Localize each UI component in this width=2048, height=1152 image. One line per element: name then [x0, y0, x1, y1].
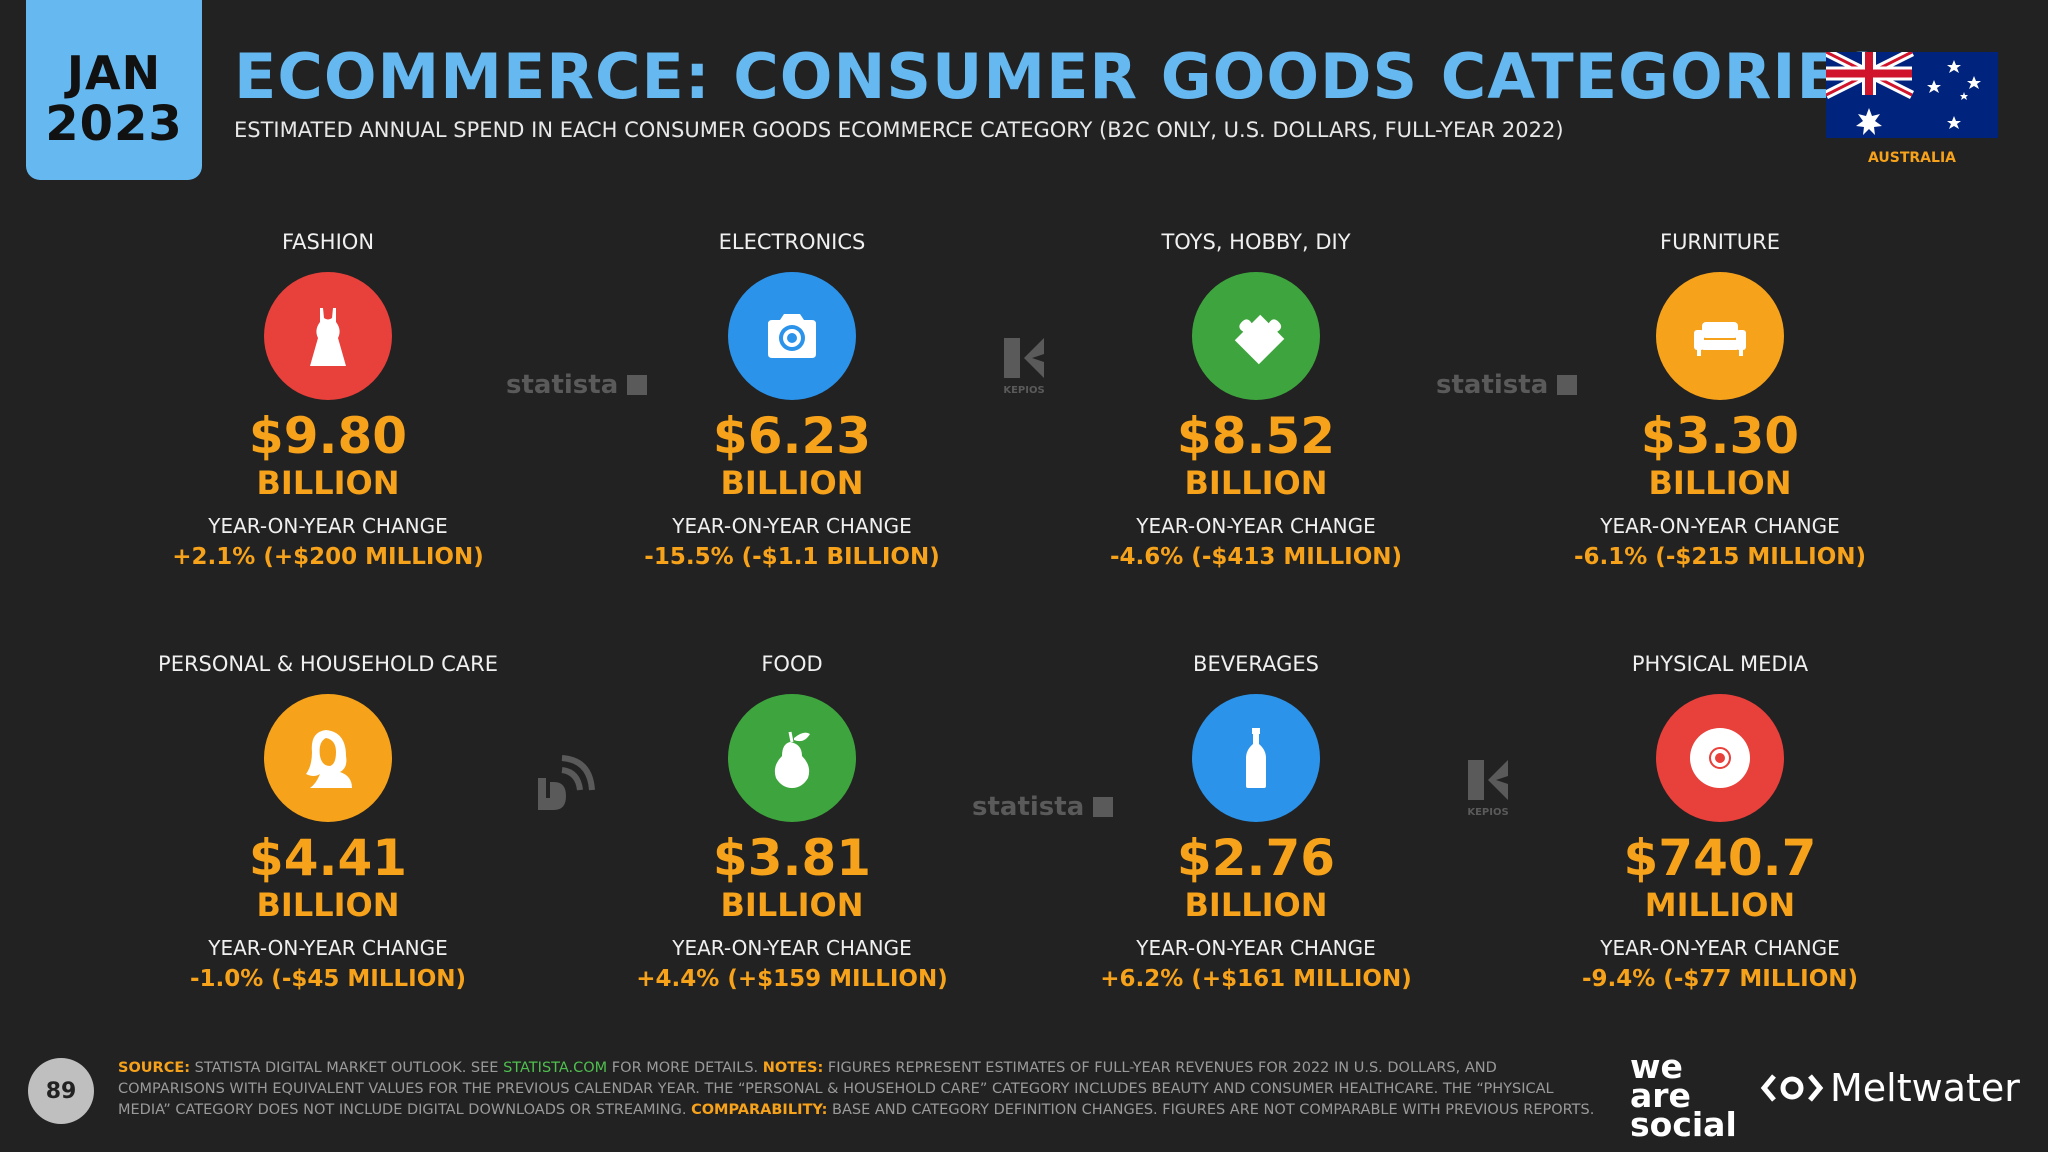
source-text-2: FOR MORE DETAILS.: [607, 1060, 763, 1076]
yoy-label: YEAR-ON-YEAR CHANGE: [1600, 936, 1840, 960]
category-name: PERSONAL & HOUSEHOLD CARE: [158, 652, 498, 676]
kepios-watermark-text: KEPIOS: [1003, 385, 1045, 396]
category-physical-media: PHYSICAL MEDIA $740.7 MILLION YEAR-ON-YE…: [1488, 652, 1952, 992]
category-fashion: FASHION $9.80 BILLION YEAR-ON-YEAR CHANG…: [96, 230, 560, 570]
yoy-label: YEAR-ON-YEAR CHANGE: [1136, 514, 1376, 538]
category-value: $8.52: [1176, 407, 1336, 465]
yoy-change: -1.0% (-$45 MILLION): [189, 966, 467, 992]
category-name: FURNITURE: [1659, 230, 1780, 254]
australia-flag-icon: [1826, 52, 1998, 138]
category-name: ELECTRONICS: [718, 230, 866, 254]
category-value: $6.23: [712, 407, 872, 465]
yoy-label: YEAR-ON-YEAR CHANGE: [672, 936, 912, 960]
source-link[interactable]: STATISTA.COM: [503, 1060, 608, 1076]
kepios-logo-icon: [1468, 760, 1508, 800]
puzzle-icon: [1192, 272, 1320, 400]
yoy-change: +2.1% (+$200 MILLION): [172, 544, 484, 570]
category-unit: BILLION: [256, 886, 400, 924]
date-tab: JAN 2023: [26, 0, 202, 180]
date-month: JAN: [66, 46, 162, 100]
category-unit: BILLION: [256, 464, 400, 502]
comparability-text: BASE AND CATEGORY DEFINITION CHANGES. FI…: [827, 1102, 1595, 1118]
yoy-label: YEAR-ON-YEAR CHANGE: [1600, 514, 1840, 538]
yoy-label: YEAR-ON-YEAR CHANGE: [208, 514, 448, 538]
country-label: AUSTRALIA: [1868, 150, 1956, 166]
category-name: FASHION: [281, 230, 375, 254]
kepios-watermark: KEPIOS: [1462, 756, 1514, 818]
category-unit: BILLION: [720, 886, 864, 924]
category-unit: BILLION: [1648, 464, 1792, 502]
woman-icon: [264, 694, 392, 822]
category-value: $2.76: [1176, 829, 1336, 887]
statista-watermark-text: statista: [972, 792, 1085, 822]
we-are-social-logo: we are social: [1630, 1047, 1737, 1144]
footer-notes: SOURCE: STATISTA DIGITAL MARKET OUTLOOK.…: [118, 1058, 1598, 1121]
pear-icon: [728, 694, 856, 822]
logo-we: we: [1630, 1047, 1683, 1086]
meltwater-mark-icon: [1760, 1074, 1824, 1102]
statista-watermark: statista: [1436, 370, 1578, 400]
datareportal-watermark-icon: [532, 752, 596, 820]
page-title: ECOMMERCE: CONSUMER GOODS CATEGORIES: [234, 40, 1886, 113]
yoy-label: YEAR-ON-YEAR CHANGE: [1136, 936, 1376, 960]
notes-text: FIGURES REPRESENT ESTIMATES OF FULL-YEAR…: [118, 1060, 1554, 1118]
page-subtitle: ESTIMATED ANNUAL SPEND IN EACH CONSUMER …: [234, 118, 1564, 142]
category-value: $3.81: [712, 829, 872, 887]
category-name: TOYS, HOBBY, DIY: [1161, 230, 1351, 254]
logo-are: are: [1630, 1076, 1691, 1115]
statista-watermark: statista: [972, 792, 1114, 822]
dress-icon: [264, 272, 392, 400]
category-name: BEVERAGES: [1193, 652, 1319, 676]
source-text: STATISTA DIGITAL MARKET OUTLOOK. SEE: [190, 1060, 504, 1076]
category-value: $4.41: [248, 829, 408, 887]
disc-icon: [1656, 694, 1784, 822]
comparability-key: COMPARABILITY:: [691, 1102, 828, 1118]
category-furniture: FURNITURE $3.30 BILLION YEAR-ON-YEAR CHA…: [1488, 230, 1952, 570]
category-food: FOOD $3.81 BILLION YEAR-ON-YEAR CHANGE +…: [560, 652, 1024, 992]
yoy-label: YEAR-ON-YEAR CHANGE: [208, 936, 448, 960]
page-number: 89: [28, 1058, 94, 1124]
meltwater-name: Meltwater: [1830, 1066, 2020, 1110]
logo-social: social: [1630, 1105, 1737, 1144]
kepios-watermark-text: KEPIOS: [1467, 807, 1509, 818]
notes-key: NOTES:: [762, 1060, 824, 1076]
yoy-change: +6.2% (+$161 MILLION): [1100, 966, 1412, 992]
category-unit: MILLION: [1644, 886, 1796, 924]
statista-watermark-text: statista: [1436, 370, 1549, 400]
yoy-change: -15.5% (-$1.1 BILLION): [644, 544, 940, 570]
yoy-change: +4.4% (+$159 MILLION): [636, 966, 948, 992]
category-unit: BILLION: [1184, 464, 1328, 502]
category-unit: BILLION: [1184, 886, 1328, 924]
category-name: FOOD: [761, 652, 823, 676]
category-value: $740.7: [1623, 829, 1817, 887]
category-beverages: BEVERAGES $2.76 BILLION YEAR-ON-YEAR CHA…: [1024, 652, 1488, 992]
camera-icon: [728, 272, 856, 400]
statista-watermark-text: statista: [506, 370, 619, 400]
category-value: $3.30: [1640, 407, 1800, 465]
category-name: PHYSICAL MEDIA: [1631, 652, 1809, 676]
bottle-icon: [1192, 694, 1320, 822]
yoy-change: -9.4% (-$77 MILLION): [1581, 966, 1859, 992]
source-key: SOURCE:: [118, 1060, 191, 1076]
category-personal-household-care: PERSONAL & HOUSEHOLD CARE $4.41 BILLION …: [96, 652, 560, 992]
yoy-change: -6.1% (-$215 MILLION): [1573, 544, 1867, 570]
kepios-logo-icon: [1004, 338, 1044, 378]
meltwater-logo: Meltwater: [1760, 1066, 2020, 1110]
kepios-watermark: KEPIOS: [998, 334, 1050, 396]
category-unit: BILLION: [720, 464, 864, 502]
yoy-label: YEAR-ON-YEAR CHANGE: [672, 514, 912, 538]
statista-watermark: statista: [506, 370, 648, 400]
date-year: 2023: [45, 96, 183, 152]
category-electronics: ELECTRONICS $6.23 BILLION YEAR-ON-YEAR C…: [560, 230, 1024, 570]
yoy-change: -4.6% (-$413 MILLION): [1109, 544, 1403, 570]
category-toys-hobby-diy: TOYS, HOBBY, DIY $8.52 BILLION YEAR-ON-Y…: [1024, 230, 1488, 570]
category-value: $9.80: [248, 407, 408, 465]
sofa-icon: [1656, 272, 1784, 400]
